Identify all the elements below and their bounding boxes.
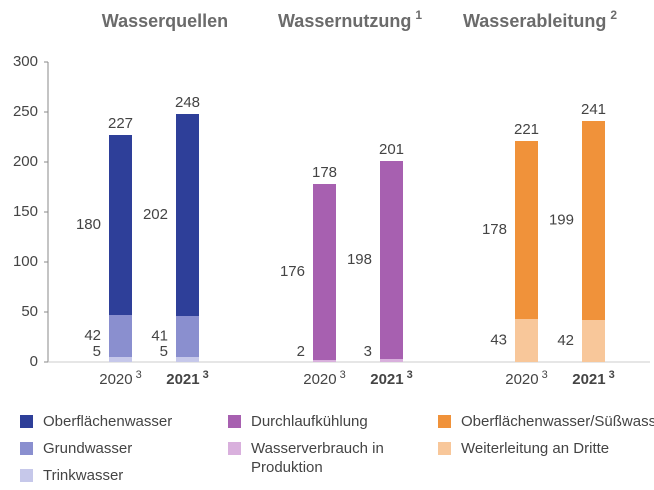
bar-segment [109,357,132,362]
bar-segment [176,316,199,357]
segment-label: 178 [482,221,507,238]
bar-segment [380,161,403,359]
segment-label: 41 [151,327,168,344]
y-tick-label: 100 [13,253,38,270]
legend-item: Weiterleitung an Dritte [438,439,621,458]
bar-segment [582,320,605,362]
x-tick-note: 3 [340,369,346,381]
total-label: 201 [379,141,404,158]
bar-segment [313,360,336,362]
bar-segment [176,357,199,362]
legend-swatch [20,469,33,482]
legend-swatch [228,442,241,455]
legend-item: Oberflächenwasser [20,412,203,431]
legend-label: Durchlaufkühlung [251,413,368,430]
total-label: 241 [581,101,606,118]
x-tick-text: 2020 [303,371,336,388]
x-tick-text: 2021 [166,371,199,388]
bar-segment [515,319,538,362]
legend-label: Grundwasser [43,440,133,457]
bar-segment [109,135,132,315]
bar-segment [515,141,538,319]
legend-label: Trinkwasser [43,467,124,484]
legend-item: Grundwasser [20,439,203,458]
legend-label: Weiterleitung an Dritte [461,440,610,457]
legend-label: Wasserverbrauch in Produktion [251,440,384,476]
x-tick-note: 3 [542,369,548,381]
group-title: Wassernutzung 1 [278,8,422,31]
legend-swatch [20,442,33,455]
legend-item: Oberflächenwasser/Süßwasser [438,412,654,431]
legend-swatch [228,415,241,428]
total-label: 178 [312,164,337,181]
x-tick-label: 2020 3 [505,369,548,388]
y-tick-label: 0 [30,353,38,370]
y-tick-label: 300 [13,53,38,70]
bar-segment [176,114,199,316]
bar-segment [109,315,132,357]
x-tick-note: 3 [609,369,615,381]
segment-label: 176 [280,263,305,280]
x-tick-label: 2020 3 [99,369,142,388]
legend-swatch [438,442,451,455]
total-label: 227 [108,115,133,132]
segment-label: 42 [557,332,574,349]
legend-column: Oberflächenwasser/Süßwasser Weiterleitung… [438,412,654,466]
x-tick-label: 2021 3 [572,369,615,388]
bar-segment [380,359,403,362]
group-title: Wasserableitung 2 [463,8,617,31]
x-tick-text: 2020 [505,371,538,388]
chart: 050100150200250300Wasserquellen542180227… [13,8,650,388]
x-tick-text: 2021 [370,371,403,388]
bar-segment [582,121,605,320]
group-title-text: Wassernutzung [278,11,411,31]
group-title-note: 1 [415,8,422,22]
legend-label: Oberflächenwasser [43,413,173,430]
group-title-text: Wasserquellen [102,11,228,31]
legend-label: Oberflächenwasser/Süßwasser [461,413,654,430]
segment-label: 3 [364,343,372,360]
legend-swatch [20,415,33,428]
x-tick-label: 2020 3 [303,369,346,388]
y-tick-label: 250 [13,103,38,120]
segment-label: 202 [143,206,168,223]
y-tick-label: 200 [13,153,38,170]
x-tick-note: 3 [136,369,142,381]
x-tick-label: 2021 3 [370,369,413,388]
bar-segment [313,184,336,360]
x-tick-note: 3 [203,369,209,381]
legend-column: Oberflächenwasser Grundwasser Trinkwasser [20,412,203,490]
x-tick-text: 2020 [99,371,132,388]
y-tick-label: 50 [21,303,38,320]
segment-label: 5 [160,343,168,360]
x-tick-label: 2021 3 [166,369,209,388]
segment-label: 5 [93,343,101,360]
legend-item: Wasserverbrauch in Produktion [228,439,411,477]
segment-label: 180 [76,216,101,233]
total-label: 248 [175,94,200,111]
x-tick-note: 3 [407,369,413,381]
segment-label: 43 [490,331,507,348]
segment-label: 42 [84,327,101,344]
segment-label: 198 [347,251,372,268]
segment-label: 2 [297,343,305,360]
segment-label: 199 [549,211,574,228]
group-title-note: 2 [610,8,617,22]
total-label: 221 [514,121,539,138]
legend-column: Durchlaufkühlung Wasserverbrauch in Produ… [228,412,411,485]
group-title-text: Wasserableitung [463,11,606,31]
legend-item: Durchlaufkühlung [228,412,411,431]
legend-item: Trinkwasser [20,466,203,485]
legend: Oberflächenwasser Grundwasser Trinkwasser D… [0,412,654,490]
group-title: Wasserquellen [102,11,228,31]
y-tick-label: 150 [13,203,38,220]
legend-swatch [438,415,451,428]
x-tick-text: 2021 [572,371,605,388]
